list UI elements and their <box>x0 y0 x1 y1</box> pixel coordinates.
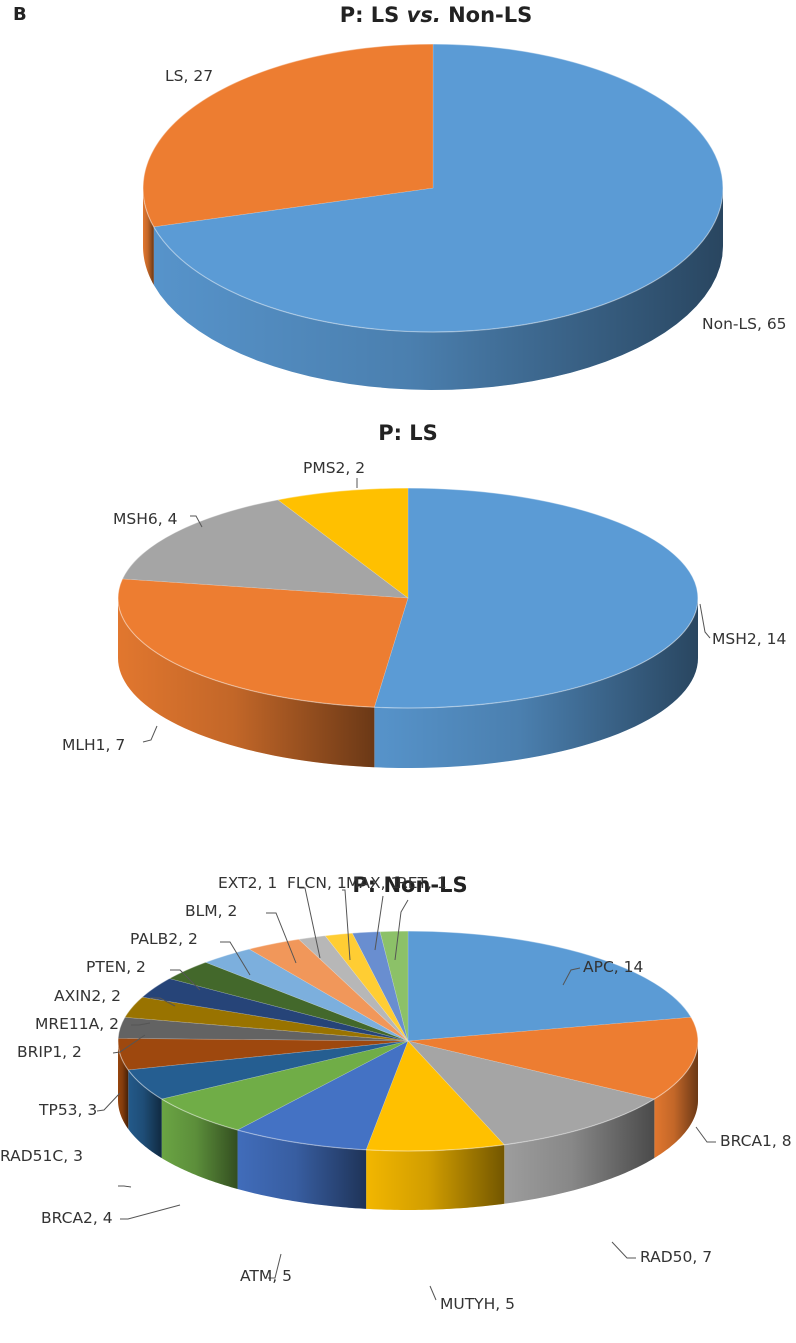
leader-line-brip1 <box>112 1034 146 1054</box>
slice-side-shade-msh2 <box>374 598 698 768</box>
slice-rad51c <box>127 1040 409 1100</box>
leader-line-ret <box>394 899 409 961</box>
slice-mre11a <box>124 996 409 1042</box>
slice-side-shade-mutyh <box>366 1144 505 1210</box>
slice-label-pten: PTEN, 2 <box>86 958 146 976</box>
leader-line-tp53 <box>96 1092 121 1112</box>
slice-label-pms2: PMS2, 2 <box>303 459 365 477</box>
slice-axin2 <box>141 978 409 1042</box>
slice-mutyh <box>365 1040 505 1152</box>
slice-side-shade-ls <box>143 188 154 285</box>
slice-blm <box>248 938 409 1042</box>
slice-label-brca2: BRCA2, 4 <box>41 1209 113 1227</box>
slice-label-msh2: MSH2, 14 <box>712 630 786 648</box>
pie-chart-ls-vs-non-ls: P: LS vs. Non-LS Non-LS, 65 LS, 27 <box>142 3 787 390</box>
slice-side-shade-non-ls <box>153 188 723 390</box>
slice-pten <box>168 961 409 1042</box>
slice-label-max: MAX, 1 <box>346 874 400 892</box>
slice-ext2 <box>297 935 409 1042</box>
slice-side-shade-atm <box>237 1129 367 1209</box>
slice-label-apc: APC, 14 <box>583 958 643 976</box>
slice-side-shade-mlh1 <box>118 598 375 768</box>
leader-line-ext2 <box>299 887 321 959</box>
chart-title-part: vs. <box>407 3 441 27</box>
slice-label-ls: LS, 27 <box>165 67 213 85</box>
leader-line-pten <box>170 969 201 991</box>
slice-side-shade-tp53 <box>118 1041 129 1129</box>
leader-line-blm <box>266 912 297 964</box>
slice-mlh1 <box>117 578 409 708</box>
slice-label-atm: ATM, 5 <box>240 1267 292 1285</box>
chart-title: P: LS <box>378 421 438 445</box>
slice-label-flcn: FLCN, 1 <box>287 874 347 892</box>
pie-rim <box>142 43 724 333</box>
slice-label-mutyh: MUTYH, 5 <box>440 1295 515 1313</box>
slice-label-ret: RET, 1 <box>397 874 447 892</box>
slice-brca1 <box>407 1016 699 1100</box>
leader-line-mlh1 <box>142 725 158 743</box>
slice-atm <box>236 1040 409 1151</box>
slice-apc <box>407 930 692 1042</box>
pie-chart-non-ls: P: Non-LS APC, 14 BRCA1, 8 RAD50, 7 MUTYH, … <box>0 873 792 1313</box>
chart-title: P: LS vs. Non-LS <box>340 3 533 27</box>
slice-msh2 <box>373 487 699 709</box>
slice-msh6 <box>121 499 409 599</box>
leader-line-flcn <box>342 889 351 961</box>
slice-rad50 <box>407 1040 656 1146</box>
slice-label-tp53: TP53, 3 <box>38 1101 97 1119</box>
leader-line-brca2 <box>120 1204 181 1220</box>
slice-label-palb2: PALB2, 2 <box>130 930 198 948</box>
pie-chart-ls: P: LS MSH2, 14 MLH1, 7 MSH6, 4 PMS2, 2 <box>62 421 786 768</box>
leader-line-atm <box>268 1253 282 1279</box>
slice-brip1 <box>117 1016 409 1042</box>
leader-line-rad50 <box>611 1241 636 1259</box>
slice-non-ls <box>153 43 724 333</box>
leader-line-brca1 <box>695 1126 716 1143</box>
slice-label-brca1: BRCA1, 8 <box>720 1132 792 1150</box>
slice-pms2 <box>277 487 409 599</box>
slice-label-brip1: BRIP1, 2 <box>17 1043 82 1061</box>
leader-line-apc <box>562 967 581 986</box>
leader-line-axin2 <box>150 997 176 1007</box>
slice-side-shade-rad51c <box>128 1069 162 1159</box>
slice-label-blm: BLM, 2 <box>185 902 237 920</box>
slice-label-non-ls: Non-LS, 65 <box>702 315 787 333</box>
leader-line-rad51c <box>118 1185 132 1188</box>
slice-ls <box>142 43 434 228</box>
slice-side-shade-brca2 <box>161 1099 238 1189</box>
panel-letter: B <box>13 4 27 25</box>
slice-label-rad51c: RAD51C, 3 <box>0 1147 83 1165</box>
slice-side-shade-brca1 <box>654 1041 698 1159</box>
slice-max <box>351 931 409 1042</box>
leader-line-mre11a <box>131 1022 151 1026</box>
slice-label-axin2: AXIN2, 2 <box>54 987 121 1005</box>
slice-label-mre11a: MRE11A, 2 <box>35 1015 119 1033</box>
slice-tp53 <box>117 1038 409 1071</box>
pie-rim <box>117 930 699 1152</box>
slice-label-ext2: EXT2, 1 <box>218 874 277 892</box>
slice-label-rad50: RAD50, 7 <box>640 1248 712 1266</box>
slice-ret <box>379 930 409 1042</box>
slice-side-shade-rad50 <box>504 1099 655 1204</box>
leader-line-max <box>374 895 384 951</box>
slice-brca2 <box>160 1040 409 1131</box>
slice-label-msh6: MSH6, 4 <box>113 510 177 528</box>
leader-line-msh6 <box>190 515 203 528</box>
leader-line-mutyh <box>429 1285 437 1301</box>
leader-line-msh2 <box>699 603 711 639</box>
chart-title: P: Non-LS <box>352 873 467 897</box>
pie-rim <box>117 487 699 709</box>
slice-flcn <box>324 932 409 1042</box>
slice-palb2 <box>204 948 409 1042</box>
chart-title-part: Non-LS <box>441 3 533 27</box>
chart-title-part: P: LS <box>340 3 407 27</box>
leader-line-palb2 <box>220 941 251 976</box>
slice-label-mlh1: MLH1, 7 <box>62 736 125 754</box>
